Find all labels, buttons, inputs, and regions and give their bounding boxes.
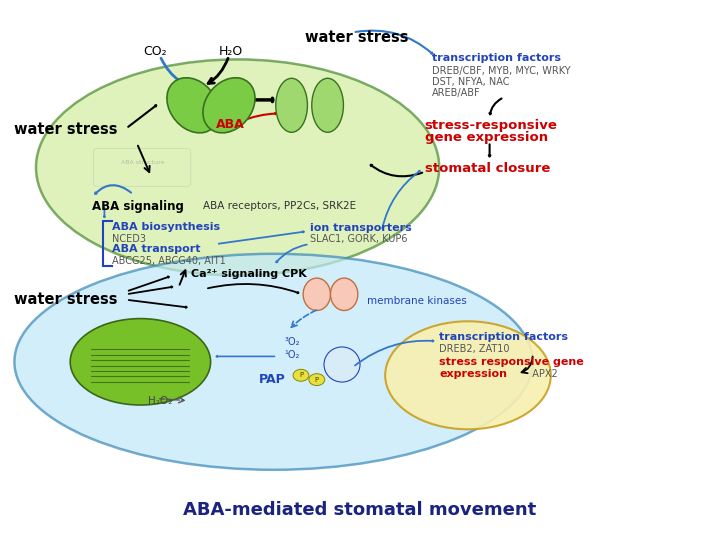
Ellipse shape: [309, 374, 325, 386]
Text: gene expression: gene expression: [425, 131, 548, 144]
Text: CO₂: CO₂: [143, 45, 166, 58]
Text: P: P: [315, 376, 319, 383]
Ellipse shape: [167, 78, 219, 133]
Text: PAP: PAP: [259, 373, 286, 386]
Ellipse shape: [14, 254, 533, 470]
Text: water stress: water stress: [305, 30, 408, 45]
Text: DREB2, ZAT10: DREB2, ZAT10: [439, 345, 510, 354]
Text: ion transporters: ion transporters: [310, 223, 411, 233]
Text: H₂O₂: H₂O₂: [148, 396, 172, 406]
Text: stomatal closure: stomatal closure: [425, 162, 550, 175]
Text: ¹O₂: ¹O₂: [284, 350, 300, 360]
Text: ABA transport: ABA transport: [112, 245, 200, 254]
Text: ABCG25, ABCG40, AIT1: ABCG25, ABCG40, AIT1: [112, 256, 225, 266]
Text: expression: expression: [439, 369, 507, 379]
Ellipse shape: [71, 319, 211, 405]
Text: stress responsive gene: stress responsive gene: [439, 357, 584, 367]
Ellipse shape: [203, 78, 255, 133]
Text: stress-responsive: stress-responsive: [425, 119, 558, 132]
Text: ABA-mediated stomatal movement: ABA-mediated stomatal movement: [184, 501, 536, 519]
Text: ABA signaling: ABA signaling: [92, 200, 184, 213]
Text: P: P: [299, 372, 303, 379]
Text: Ca²⁺ signaling CPK: Ca²⁺ signaling CPK: [191, 269, 307, 279]
Text: ³O₂: ³O₂: [284, 337, 300, 347]
Text: DST, NFYA, NAC: DST, NFYA, NAC: [432, 77, 510, 87]
Ellipse shape: [385, 321, 551, 429]
Ellipse shape: [36, 59, 439, 275]
Text: water stress: water stress: [14, 292, 118, 307]
Text: transcription factors: transcription factors: [432, 53, 561, 63]
Text: SLAC1, GORK, KUP6: SLAC1, GORK, KUP6: [310, 234, 407, 244]
Text: DREB/CBF, MYB, MYC, WRKY: DREB/CBF, MYB, MYC, WRKY: [432, 66, 571, 76]
Ellipse shape: [330, 278, 358, 310]
Ellipse shape: [303, 278, 330, 310]
Text: ABA: ABA: [216, 118, 245, 131]
Text: ABA biosynthesis: ABA biosynthesis: [112, 222, 220, 232]
Text: AREB/ABF: AREB/ABF: [432, 88, 481, 98]
Text: water stress: water stress: [14, 122, 118, 137]
Ellipse shape: [312, 78, 343, 132]
Ellipse shape: [324, 347, 360, 382]
Text: NCED3: NCED3: [112, 234, 145, 244]
Text: H₂O: H₂O: [218, 45, 243, 58]
Text: ABA structure: ABA structure: [121, 159, 164, 165]
Text: APX2: APX2: [526, 369, 557, 379]
Text: membrane kinases: membrane kinases: [367, 296, 467, 306]
Ellipse shape: [293, 369, 309, 381]
Text: ABA receptors, PP2Cs, SRK2E: ABA receptors, PP2Cs, SRK2E: [203, 201, 356, 211]
Ellipse shape: [276, 78, 307, 132]
Text: transcription factors: transcription factors: [439, 333, 568, 342]
